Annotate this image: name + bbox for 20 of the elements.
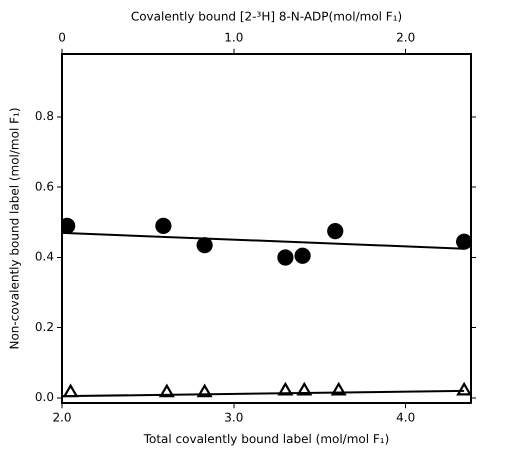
point <box>196 237 213 254</box>
x-tick-label: 4.0 <box>396 410 416 425</box>
y-axis-title: Non-covalently bound label (mol/mol F₁) <box>7 107 22 350</box>
point <box>294 248 311 264</box>
y-tick-label: 0.8 <box>34 109 54 124</box>
x2-axis-title: Covalently bound [2-³H] 8-N-ADP(mol/mol F₁) <box>130 9 402 24</box>
y-tick-label: 0.6 <box>34 179 54 194</box>
y-tick-label: 0.4 <box>34 250 54 264</box>
x2-tick-label: 2.0 <box>396 30 416 45</box>
y-tick-label: 0.0 <box>34 390 54 404</box>
x-tick-label: 2.0 <box>52 410 72 425</box>
y-tick-label: 0.2 <box>34 320 54 334</box>
x-tick-label: 3.0 <box>224 410 244 425</box>
point <box>456 234 471 250</box>
point <box>155 218 172 234</box>
point <box>277 249 294 266</box>
point <box>327 223 344 240</box>
x2-tick-label: 1.0 <box>224 30 244 45</box>
x2-tick-label: 0 <box>58 30 66 45</box>
x-axis-title: Total covalently bound label (mol/mol F₁) <box>142 432 390 446</box>
